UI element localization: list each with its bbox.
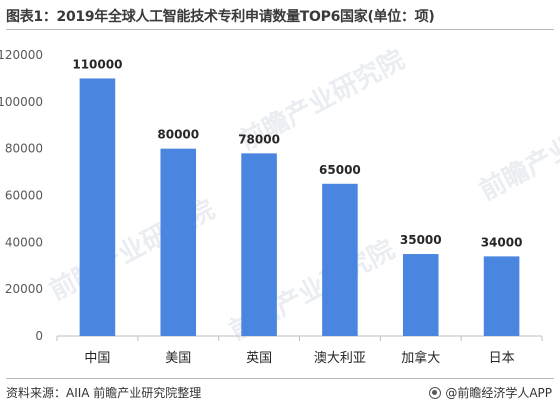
y-tick-label: 60000 xyxy=(5,189,43,203)
brand-text: @前瞻经济学人APP xyxy=(445,386,552,400)
data-label: 34000 xyxy=(481,235,523,249)
title-divider xyxy=(6,29,554,30)
bar-chart: 0 20000 40000 60000 80000 100000 120000 110000 中… xyxy=(0,48,543,366)
data-label: 35000 xyxy=(400,233,442,247)
bar-6 xyxy=(483,256,520,336)
brand-credit: @前瞻经济学人APP xyxy=(429,384,552,401)
x-category-label: 加拿大 xyxy=(401,350,440,366)
x-category-label: 澳大利亚 xyxy=(314,350,366,366)
data-label: 80000 xyxy=(157,128,199,142)
footer-divider xyxy=(6,378,554,379)
data-label: 78000 xyxy=(238,132,280,146)
y-tick-label: 80000 xyxy=(5,142,43,156)
bar-4 xyxy=(322,183,358,336)
data-label: 65000 xyxy=(319,163,361,177)
y-tick-label: 20000 xyxy=(5,282,43,296)
bar-5 xyxy=(402,254,439,336)
chart-title: 图表1：2019年全球人工智能技术专利申请数量TOP6国家(单位：项) xyxy=(6,9,435,25)
y-tick-label: 40000 xyxy=(5,235,43,249)
y-tick-label: 100000 xyxy=(0,95,43,109)
x-category-label: 日本 xyxy=(489,351,515,366)
source-note: 资料来源：AIIA 前瞻产业研究院整理 xyxy=(6,386,202,400)
data-label: 110000 xyxy=(72,57,122,71)
x-category-label: 中国 xyxy=(84,351,110,366)
x-category-label: 美国 xyxy=(165,351,191,366)
brand-logo-icon xyxy=(429,386,442,399)
y-tick-label: 120000 xyxy=(0,48,43,62)
bar-3 xyxy=(241,153,277,336)
y-tick-label: 0 xyxy=(35,329,43,343)
bar-2 xyxy=(160,148,197,336)
x-category-label: 英国 xyxy=(246,351,272,366)
bar-1 xyxy=(79,78,116,337)
